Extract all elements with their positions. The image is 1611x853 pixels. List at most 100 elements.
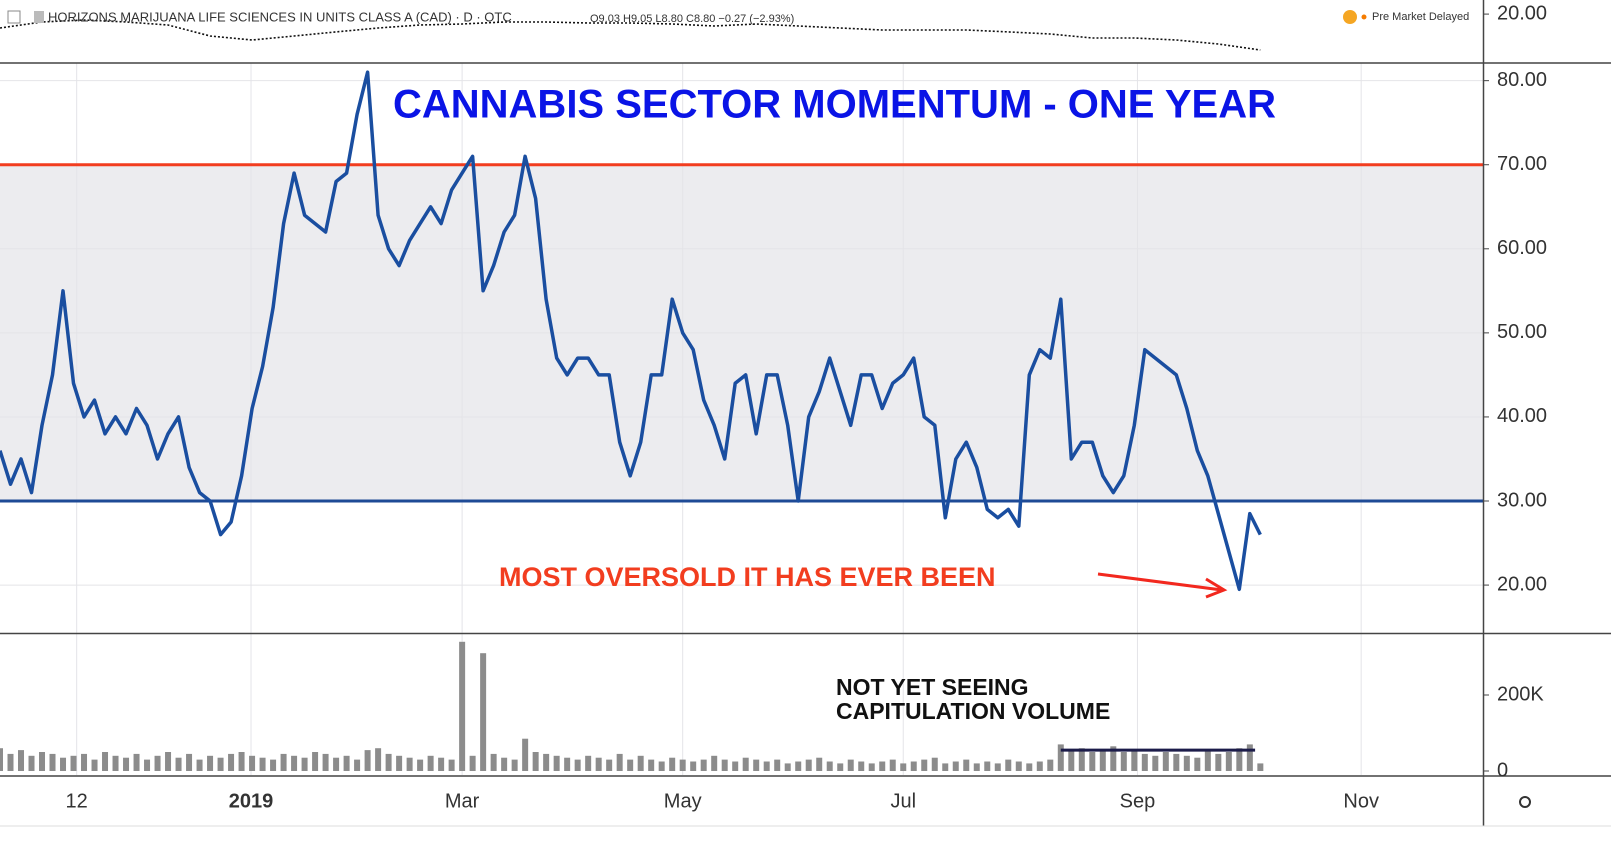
bar [406,757,413,772]
bar [700,759,707,772]
bar [900,763,907,772]
bar [1204,750,1211,772]
bar [585,755,592,772]
bar [889,759,896,772]
bar [1015,761,1022,772]
bar [606,759,613,772]
bar [522,738,529,772]
bar [679,759,686,772]
expand-icon[interactable] [7,10,21,24]
bar [711,755,718,772]
bar [175,757,182,772]
chart-title: CANNABIS SECTOR MOMENTUM - ONE YEAR [393,83,1276,127]
bar [742,757,749,772]
line [0,70,1262,592]
bar [816,757,823,772]
bar [301,757,308,772]
bar [39,752,46,772]
bar [385,753,392,772]
bar [91,759,98,772]
symbol-title: HORIZONS MARIJUANA LIFE SCIENCES IN UNIT… [48,9,512,24]
bar [165,752,172,772]
bar [543,753,550,772]
y-tick-label: 70.00 [1497,153,1547,175]
bar [1183,755,1190,772]
bar [1110,746,1117,772]
bar [721,759,728,772]
bar [763,761,770,772]
bar [511,759,518,772]
bar [805,759,812,772]
bar [837,763,844,772]
bar [595,757,602,772]
bar [847,759,854,772]
bar [1036,761,1043,772]
bar [994,763,1001,772]
bar [1068,750,1075,772]
annotation-arrow [1097,572,1223,592]
y-tick-label: 80.00 [1497,69,1547,91]
x-tick-label: Sep [1120,790,1156,812]
bar [112,755,119,772]
bar [133,753,140,772]
bar [826,761,833,772]
bar [259,757,266,772]
bar [333,757,340,772]
bar [1057,744,1064,772]
bar [784,763,791,772]
bar [1047,759,1054,772]
bar [1173,753,1180,772]
bar [753,759,760,772]
bar [438,757,445,772]
bar [553,755,560,772]
bar [60,757,67,772]
bar [921,759,928,772]
bar [49,753,56,772]
bar [1099,750,1106,772]
y-tick-label: 40.00 [1497,405,1547,427]
y-tick-label: 60.00 [1497,237,1547,259]
bar [448,759,455,772]
x-tick-label: 2019 [229,790,274,812]
bar [648,759,655,772]
bar [984,761,991,772]
x-tick-label: Nov [1343,790,1379,812]
bar [186,753,193,772]
bar [858,761,865,772]
bar [0,748,3,772]
bar [1078,748,1085,772]
bar [1026,763,1033,772]
status-icon [1343,10,1357,24]
x-tick-label: May [664,790,702,812]
bar [459,641,466,772]
y-tick-label: 50.00 [1497,321,1547,343]
bar [1257,763,1264,772]
bar [249,755,256,772]
bar [417,759,424,772]
bar [574,759,581,772]
bar [942,763,949,772]
bar [480,653,487,772]
bar [196,759,203,772]
bar [154,755,161,772]
bar [228,753,235,772]
bar [81,753,88,772]
settings-icon[interactable] [1519,796,1531,808]
volume-annotation: NOT YET SEEING [836,674,1029,700]
bar [18,750,25,772]
annotation: MOST OVERSOLD IT HAS EVER BEEN [499,562,996,592]
marks [0,19,1483,772]
bar [375,748,382,772]
bar [732,761,739,772]
bar [364,750,371,772]
x-tick-label: Mar [445,790,480,812]
bar [1225,752,1232,772]
bar [931,757,938,772]
bar [952,761,959,772]
line [0,19,1261,51]
bar [7,753,14,772]
y-tick-label: 30.00 [1497,489,1547,511]
bar [973,763,980,772]
bar [658,761,665,772]
bar [1236,748,1243,772]
